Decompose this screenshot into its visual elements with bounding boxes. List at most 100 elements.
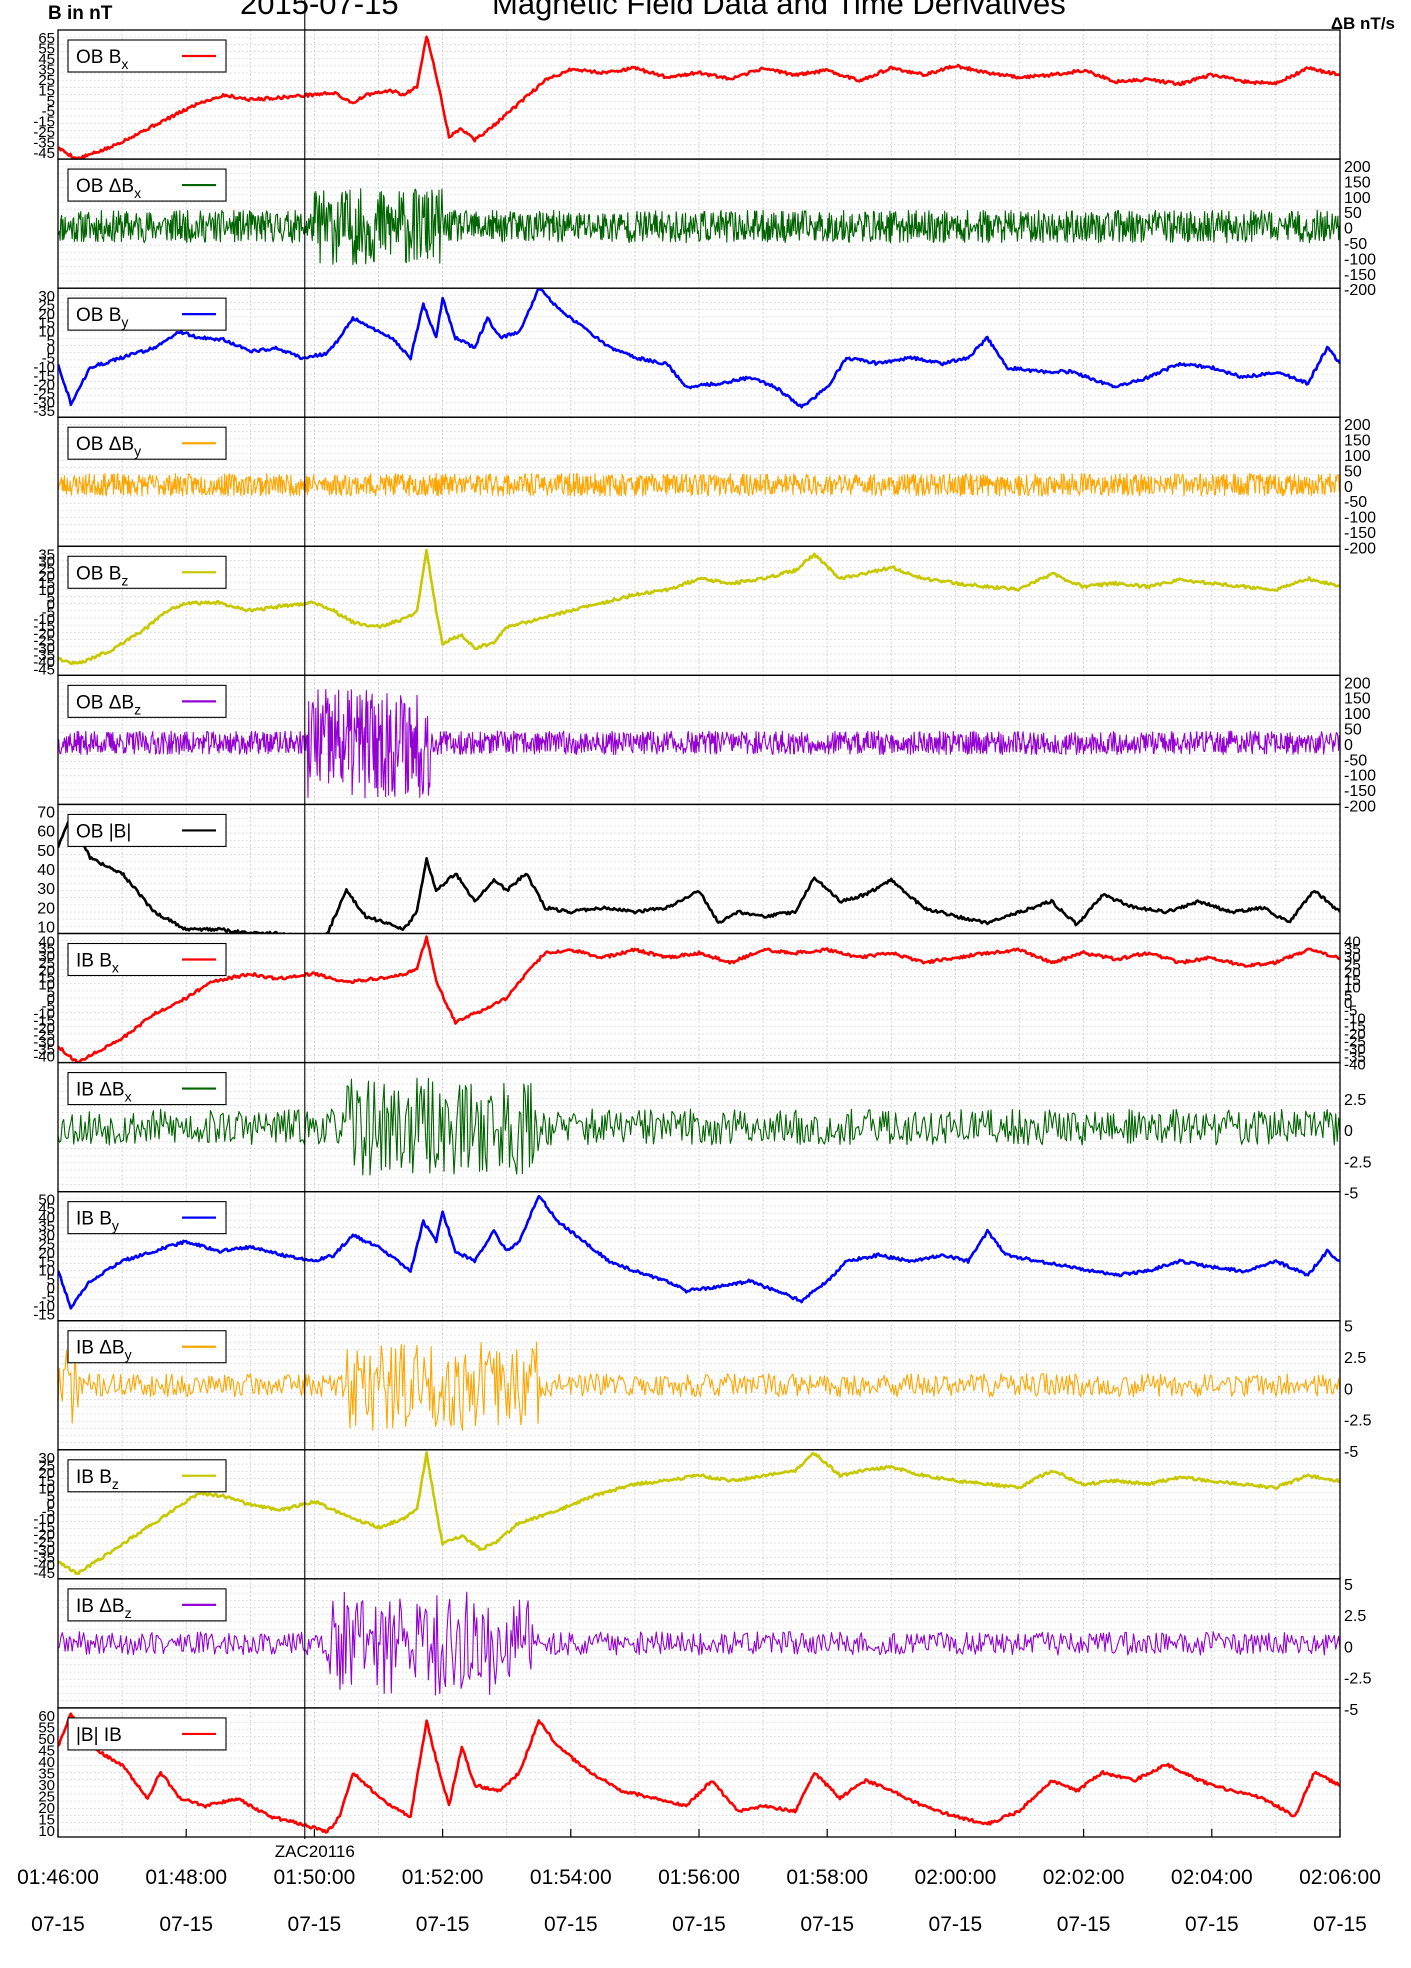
- legend-label: OB By: [76, 305, 128, 330]
- legend-ib_bz: IB Bz: [67, 1459, 227, 1493]
- y-tick-label: -15: [33, 618, 55, 635]
- y-tick-label: -100: [1344, 510, 1376, 527]
- x-tick-time-label: 01:46:00: [17, 1866, 99, 1889]
- y-tick-label: -5: [42, 1289, 55, 1306]
- y-tick-label: -40: [1344, 1057, 1366, 1074]
- y-tick-label: -20: [33, 377, 55, 394]
- y-tick-label: -35: [33, 403, 55, 420]
- y-tick-label: -15: [1344, 1018, 1366, 1035]
- y-tick-label: -10: [33, 1005, 55, 1022]
- y-tick-label: 10: [37, 920, 55, 937]
- y-tick-label: 0: [1344, 995, 1352, 1012]
- y-tick-label: 15: [38, 82, 55, 99]
- y-tick-label: -20: [1344, 1026, 1366, 1043]
- y-tick-label: 25: [38, 955, 55, 972]
- y-tick-label: 5: [47, 984, 55, 1001]
- y-tick-label: 15: [38, 1811, 55, 1828]
- y-tick-label: -5: [42, 103, 55, 120]
- y-tick-label: -40: [33, 1049, 55, 1066]
- y-tick-label: 200: [1344, 417, 1371, 434]
- y-tick-label: -100: [1344, 768, 1376, 785]
- y-tick-label: 55: [38, 40, 55, 57]
- legend-ib_bx: IB Bx: [67, 942, 227, 977]
- y-tick-label: -50: [1344, 752, 1367, 769]
- y-tick-label: -2.5: [1344, 1671, 1372, 1688]
- legend-label: IB ΔBx: [76, 1080, 132, 1105]
- y-tick-label: -5: [42, 350, 55, 367]
- y-tick-label: -20: [33, 625, 55, 642]
- y-tick-label: -5: [42, 604, 55, 621]
- y-tick-label: -15: [33, 1307, 55, 1324]
- panel-ib_dbx: 2.5 0 -2.5 -5 IB ΔBx: [57, 1061, 1372, 1203]
- x-tick-date-label: 07-15: [1057, 1913, 1111, 1936]
- y-tick-label: 0: [1344, 1123, 1353, 1140]
- y-tick-label: 25: [38, 1236, 55, 1253]
- y-tick-label: 40: [38, 1754, 55, 1771]
- x-tick-date-label: 07-15: [1185, 1913, 1239, 1936]
- y-tick-label: 0: [1344, 221, 1353, 238]
- y-tick-label: -20: [33, 1527, 55, 1544]
- y-tick-label: 40: [1344, 934, 1361, 951]
- y-tick-label: -10: [33, 1511, 55, 1528]
- series-line-ib_bx: [58, 935, 1340, 1063]
- y-tick-label: 150: [1344, 691, 1371, 708]
- y-tick-label: -40: [33, 1557, 55, 1574]
- y-tick-label: 50: [1344, 463, 1362, 480]
- y-tick-label: 25: [38, 1788, 55, 1805]
- y-tick-label: 25: [1344, 957, 1361, 974]
- x-tick-date-label: 07-15: [159, 1913, 213, 1936]
- y-tick-label: 45: [38, 1200, 55, 1217]
- y-tick-label: -45: [33, 145, 55, 162]
- y-tick-label: 100: [1344, 448, 1371, 465]
- y-tick-label: 70: [37, 804, 55, 821]
- y-tick-label: 60: [38, 1708, 55, 1725]
- y-tick-label: 45: [38, 51, 55, 68]
- legend-ob_dbz: OB ΔBz: [67, 684, 227, 718]
- y-tick-label: -35: [1344, 1049, 1366, 1066]
- x-tick-date-label: 07-15: [416, 1913, 470, 1936]
- y-tick-label: -20: [33, 1020, 55, 1037]
- y-tick-label: 2.5: [1344, 1092, 1366, 1109]
- series-line-ob_by: [58, 288, 1340, 409]
- y-tick-label: -30: [33, 1034, 55, 1051]
- legend-ib_dbx: IB ΔBx: [67, 1072, 227, 1106]
- legend-label: OB Bx: [76, 47, 128, 72]
- y-tick-label: -15: [33, 1013, 55, 1030]
- legend-ob_b: OB |B|: [67, 813, 227, 847]
- x-tick-date-label: 07-15: [544, 1913, 598, 1936]
- legend-ob_bz: OB Bz: [67, 555, 227, 589]
- y-tick-label: 15: [38, 315, 55, 332]
- y-tick-label: -30: [33, 640, 55, 657]
- legend-label: OB ΔBy: [76, 434, 141, 459]
- y-tick-label: -150: [1344, 525, 1376, 542]
- y-tick-label: 0: [47, 991, 55, 1008]
- left-axis-unit-label: B in nT: [48, 3, 113, 24]
- y-tick-label: 35: [38, 1765, 55, 1782]
- y-tick-label: -30: [1344, 1041, 1366, 1058]
- series-line-ob_dbz: [58, 689, 1340, 799]
- y-tick-label: 25: [38, 1457, 55, 1474]
- y-tick-label: 20: [38, 962, 55, 979]
- y-tick-label: 2.5: [1344, 1350, 1366, 1367]
- y-tick-label: -200: [1344, 282, 1376, 299]
- y-tick-label: 35: [38, 546, 55, 563]
- y-tick-label: -25: [33, 124, 55, 141]
- x-tick-date-label: 07-15: [1313, 1913, 1367, 1936]
- legend-ib_b: |B| IB: [67, 1717, 227, 1751]
- y-tick-label: 10: [38, 977, 55, 994]
- y-tick-label: 25: [38, 297, 55, 314]
- x-tick-time-label: 02:04:00: [1171, 1866, 1253, 1889]
- y-tick-label: -5: [1344, 1702, 1358, 1719]
- y-tick-label: -15: [33, 114, 55, 131]
- y-tick-label: -2.5: [1344, 1413, 1372, 1430]
- y-tick-label: 150: [1344, 433, 1371, 450]
- x-tick-time-label: 02:00:00: [915, 1866, 997, 1889]
- y-tick-label: -35: [33, 135, 55, 152]
- legend-label: IB ΔBy: [76, 1338, 132, 1363]
- y-tick-label: -10: [33, 1298, 55, 1315]
- y-tick-label: 5: [47, 1488, 55, 1505]
- y-tick-label: 45: [38, 1742, 55, 1759]
